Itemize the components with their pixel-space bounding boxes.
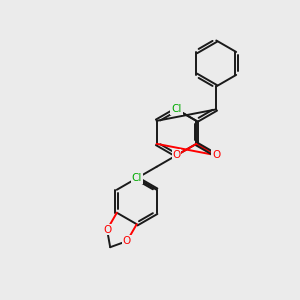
Text: O: O [103,225,111,235]
Text: Cl: Cl [131,173,142,183]
Text: O: O [212,150,220,160]
Text: Cl: Cl [171,104,182,114]
Text: O: O [172,150,181,160]
Text: O: O [212,150,220,160]
Text: O: O [123,236,131,246]
